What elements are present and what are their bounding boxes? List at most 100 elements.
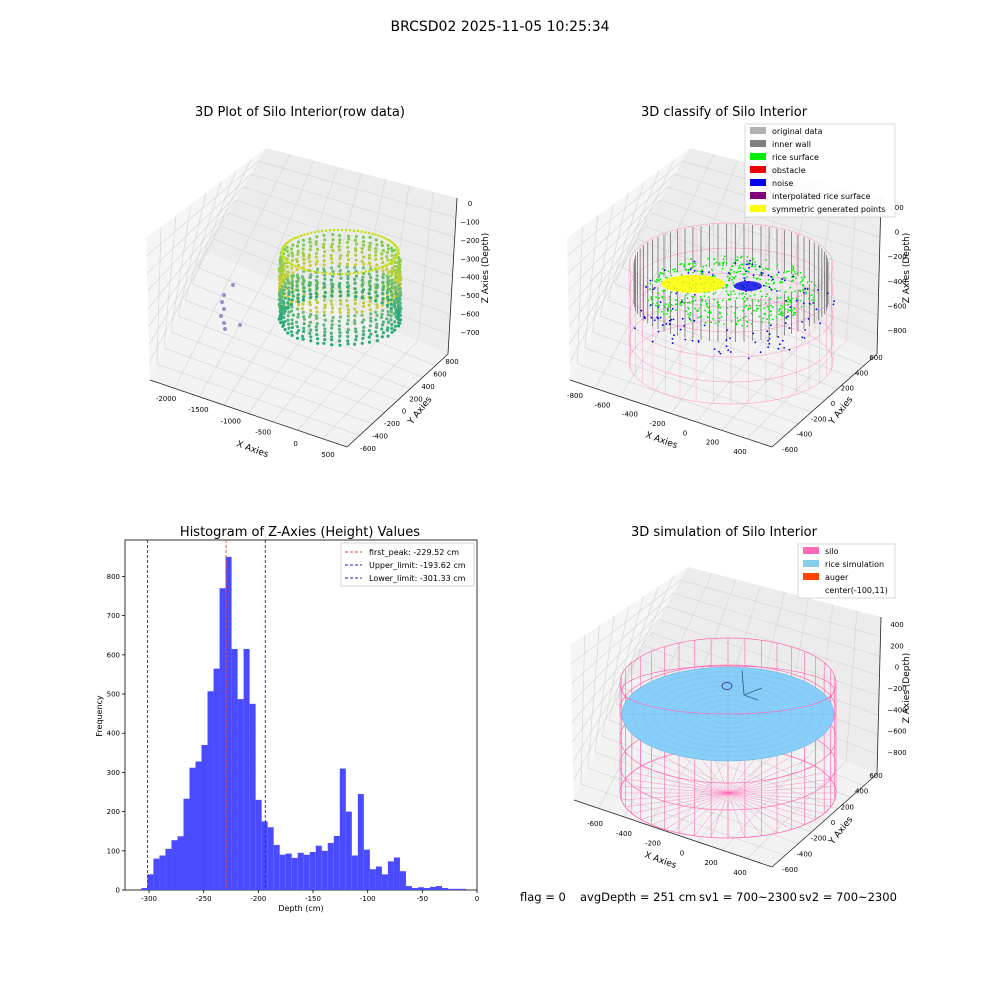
raw-point bbox=[375, 294, 379, 298]
rice-surface-point bbox=[767, 278, 770, 281]
raw-rim-point bbox=[385, 263, 389, 267]
raw-point bbox=[354, 235, 358, 239]
raw-point bbox=[301, 302, 305, 306]
grid-line bbox=[622, 576, 674, 689]
raw-point bbox=[390, 282, 394, 286]
raw-point bbox=[302, 295, 306, 299]
rice-surface-point bbox=[655, 296, 658, 299]
raw-point bbox=[361, 235, 366, 239]
raw-rim-point bbox=[396, 249, 400, 252]
simulation-z-tick: 400 bbox=[890, 621, 903, 629]
rice-surface-point bbox=[788, 270, 790, 273]
noise-point bbox=[754, 341, 757, 344]
rice-surface-point bbox=[689, 314, 691, 316]
rice-surface-point bbox=[736, 259, 738, 262]
classify-z-tick: 0 bbox=[895, 229, 899, 237]
raw-point bbox=[296, 296, 300, 301]
raw-point bbox=[361, 336, 365, 340]
grid-line bbox=[666, 606, 880, 677]
raw-outlier-point bbox=[219, 314, 223, 318]
histogram-bar bbox=[273, 844, 280, 890]
raw-point bbox=[354, 242, 358, 246]
raw-point bbox=[307, 283, 311, 288]
raw-point bbox=[389, 310, 394, 314]
noise-point bbox=[789, 306, 792, 308]
grid-line bbox=[146, 160, 259, 257]
rice-surface-point bbox=[758, 315, 761, 318]
raw-point bbox=[308, 281, 312, 285]
classify-y-tick: -400 bbox=[796, 431, 812, 439]
raw-x-tick: -500 bbox=[255, 429, 271, 437]
histogram-title: Histogram of Z-Axies (Height) Values bbox=[180, 525, 420, 540]
raw-point bbox=[360, 313, 364, 317]
raw-point bbox=[346, 245, 350, 249]
raw-point bbox=[360, 283, 364, 287]
grid-line bbox=[673, 592, 881, 657]
rice-surface-point bbox=[736, 306, 739, 309]
raw-point bbox=[281, 307, 285, 311]
noise-point bbox=[795, 299, 798, 302]
rice-surface-point bbox=[650, 296, 653, 298]
raw-point bbox=[346, 281, 350, 285]
rice-surface-point bbox=[686, 297, 689, 300]
rice-surface-point bbox=[793, 271, 796, 273]
rice-surface-point bbox=[666, 312, 668, 315]
raw-point bbox=[314, 306, 318, 310]
raw-point bbox=[385, 250, 389, 255]
noise-point bbox=[801, 321, 803, 323]
histogram-bar bbox=[357, 793, 364, 890]
noise-point bbox=[819, 322, 822, 325]
rice-surface-point bbox=[791, 297, 793, 300]
rice-surface-point bbox=[733, 312, 736, 314]
rice-surface-point bbox=[699, 295, 702, 298]
grid-line bbox=[567, 160, 683, 257]
raw-point bbox=[322, 323, 326, 327]
rice-surface-point bbox=[668, 306, 670, 308]
rice-surface-point bbox=[795, 277, 797, 280]
raw-point bbox=[287, 281, 291, 285]
classify-legend-swatch bbox=[750, 153, 766, 160]
noise-point bbox=[759, 351, 762, 354]
raw-point bbox=[346, 269, 350, 274]
raw-point bbox=[290, 318, 294, 322]
rice-surface-point bbox=[743, 273, 746, 275]
pane-floor bbox=[150, 252, 448, 447]
raw-point bbox=[302, 290, 306, 294]
rice-surface-point bbox=[663, 304, 665, 307]
raw-point bbox=[314, 325, 318, 329]
noise-point bbox=[708, 271, 710, 274]
raw-point bbox=[389, 302, 393, 306]
histogram-bar bbox=[327, 842, 334, 890]
raw-rim-point bbox=[324, 272, 328, 275]
rice-surface-point bbox=[686, 292, 689, 295]
raw-point bbox=[360, 250, 364, 254]
symmetric-points-cluster bbox=[661, 275, 725, 293]
noise-point bbox=[683, 325, 685, 327]
noise-point bbox=[668, 319, 671, 322]
raw-rim-point bbox=[377, 234, 381, 237]
raw-point bbox=[353, 281, 357, 285]
raw-point bbox=[338, 241, 342, 245]
histogram-legend-label: Upper_limit: -193.62 cm bbox=[369, 561, 466, 570]
grid-line bbox=[614, 170, 660, 285]
raw-point bbox=[291, 274, 295, 278]
raw-point bbox=[295, 320, 299, 324]
rice-surface-point bbox=[667, 304, 670, 306]
raw-point bbox=[393, 264, 397, 268]
rice-surface-point bbox=[710, 321, 712, 324]
raw-point bbox=[315, 333, 319, 337]
rice-surface-point bbox=[753, 294, 756, 296]
rice-surface-point bbox=[792, 265, 794, 268]
noise-point bbox=[691, 339, 694, 342]
raw-point bbox=[354, 334, 359, 338]
noise-point bbox=[729, 351, 732, 353]
rice-surface-point bbox=[685, 268, 688, 271]
raw-point bbox=[389, 306, 393, 310]
classify-x-tick: -600 bbox=[595, 401, 611, 409]
rice-surface-point bbox=[779, 308, 782, 311]
raw-rim-point bbox=[332, 228, 336, 232]
raw-point bbox=[346, 334, 350, 339]
raw-z-tick-labels: 0 −100 −200 −300 −400 −500 −600 −700 bbox=[460, 200, 479, 337]
raw-point bbox=[301, 298, 305, 302]
rice-surface-point bbox=[747, 271, 750, 273]
